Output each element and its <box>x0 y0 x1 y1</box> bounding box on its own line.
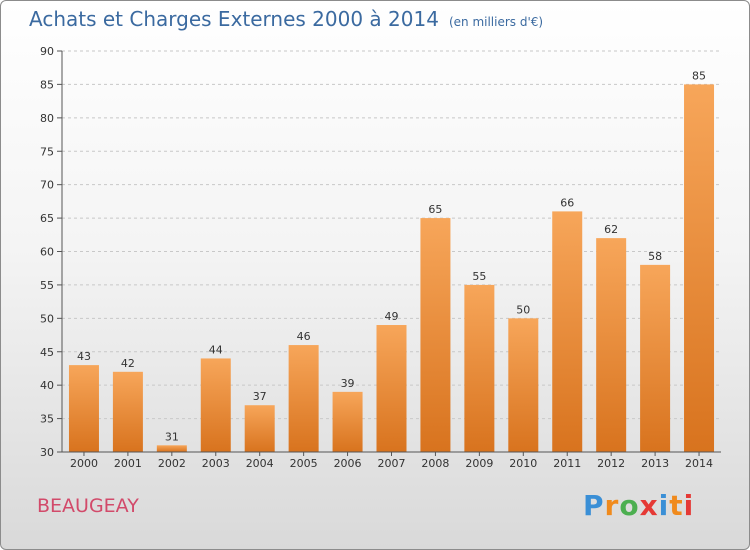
bar-value-label: 65 <box>428 203 442 216</box>
x-tick-label: 2012 <box>597 457 625 470</box>
y-tick-label: 30 <box>40 446 54 459</box>
bar-2006 <box>332 391 363 452</box>
logo-letter: i <box>658 489 670 522</box>
x-tick-label: 2014 <box>685 457 713 470</box>
x-tick-label: 2000 <box>70 457 98 470</box>
chart-title-text: Achats et Charges Externes 2000 à 2014 <box>29 7 439 31</box>
x-tick-label: 2003 <box>202 457 230 470</box>
y-tick-label: 80 <box>40 112 54 125</box>
bar-2005 <box>288 345 319 452</box>
bar-value-label: 49 <box>385 310 399 323</box>
logo-letter: x <box>639 489 659 522</box>
chart-subtitle: (en milliers d'€) <box>448 15 544 29</box>
x-tick-label: 2010 <box>509 457 537 470</box>
bar-value-label: 43 <box>77 350 91 363</box>
x-tick-label: 2011 <box>553 457 581 470</box>
logo-letter: r <box>604 489 620 522</box>
y-tick-label: 85 <box>40 78 54 91</box>
bar-value-label: 50 <box>516 303 530 316</box>
bar-value-label: 85 <box>692 69 706 82</box>
bar-2011 <box>552 211 583 452</box>
bar-2008 <box>420 218 451 452</box>
bar-2013 <box>640 264 671 452</box>
y-tick-label: 55 <box>40 279 54 292</box>
bar-value-label: 42 <box>121 357 135 370</box>
bar-value-label: 55 <box>472 270 486 283</box>
x-tick-label: 2002 <box>158 457 186 470</box>
bar-2012 <box>596 238 627 452</box>
chart-title: Achats et Charges Externes 2000 à 2014 (e… <box>29 7 543 31</box>
x-tick-label: 2006 <box>334 457 362 470</box>
bar-2003 <box>200 358 231 452</box>
x-tick-label: 2004 <box>246 457 274 470</box>
x-tick-label: 2008 <box>421 457 449 470</box>
bar-value-label: 37 <box>253 390 267 403</box>
bar-2010 <box>508 318 539 452</box>
y-tick-label: 50 <box>40 312 54 325</box>
bar-value-label: 58 <box>648 250 662 263</box>
proxiti-logo[interactable]: Proxiti <box>583 489 694 522</box>
x-tick-label: 2001 <box>114 457 142 470</box>
bar-value-label: 39 <box>341 377 355 390</box>
bar-2002 <box>156 445 187 452</box>
bar-value-label: 62 <box>604 223 618 236</box>
logo-letter: t <box>669 489 684 522</box>
bar-value-label: 31 <box>165 430 179 443</box>
bar-value-label: 66 <box>560 196 574 209</box>
y-tick-label: 60 <box>40 246 54 259</box>
bar-value-label: 44 <box>209 343 223 356</box>
logo-letter: o <box>619 489 640 522</box>
bar-value-label: 46 <box>297 330 311 343</box>
x-tick-label: 2007 <box>378 457 406 470</box>
bar-2007 <box>376 325 407 452</box>
x-tick-label: 2013 <box>641 457 669 470</box>
bar-2014 <box>684 84 715 453</box>
bar-2009 <box>464 284 495 452</box>
y-tick-label: 75 <box>40 145 54 158</box>
y-tick-label: 90 <box>40 45 54 58</box>
x-tick-label: 2005 <box>290 457 318 470</box>
y-tick-label: 40 <box>40 379 54 392</box>
bar-2001 <box>112 371 143 452</box>
logo-letter: i <box>683 489 695 522</box>
bar-2000 <box>68 365 99 452</box>
y-tick-label: 65 <box>40 212 54 225</box>
x-tick-label: 2009 <box>465 457 493 470</box>
logo-letter: P <box>583 489 605 522</box>
bar-2004 <box>244 405 275 452</box>
y-tick-label: 35 <box>40 413 54 426</box>
y-tick-label: 45 <box>40 346 54 359</box>
commune-name: BEAUGEAY <box>37 495 139 517</box>
y-tick-label: 70 <box>40 179 54 192</box>
